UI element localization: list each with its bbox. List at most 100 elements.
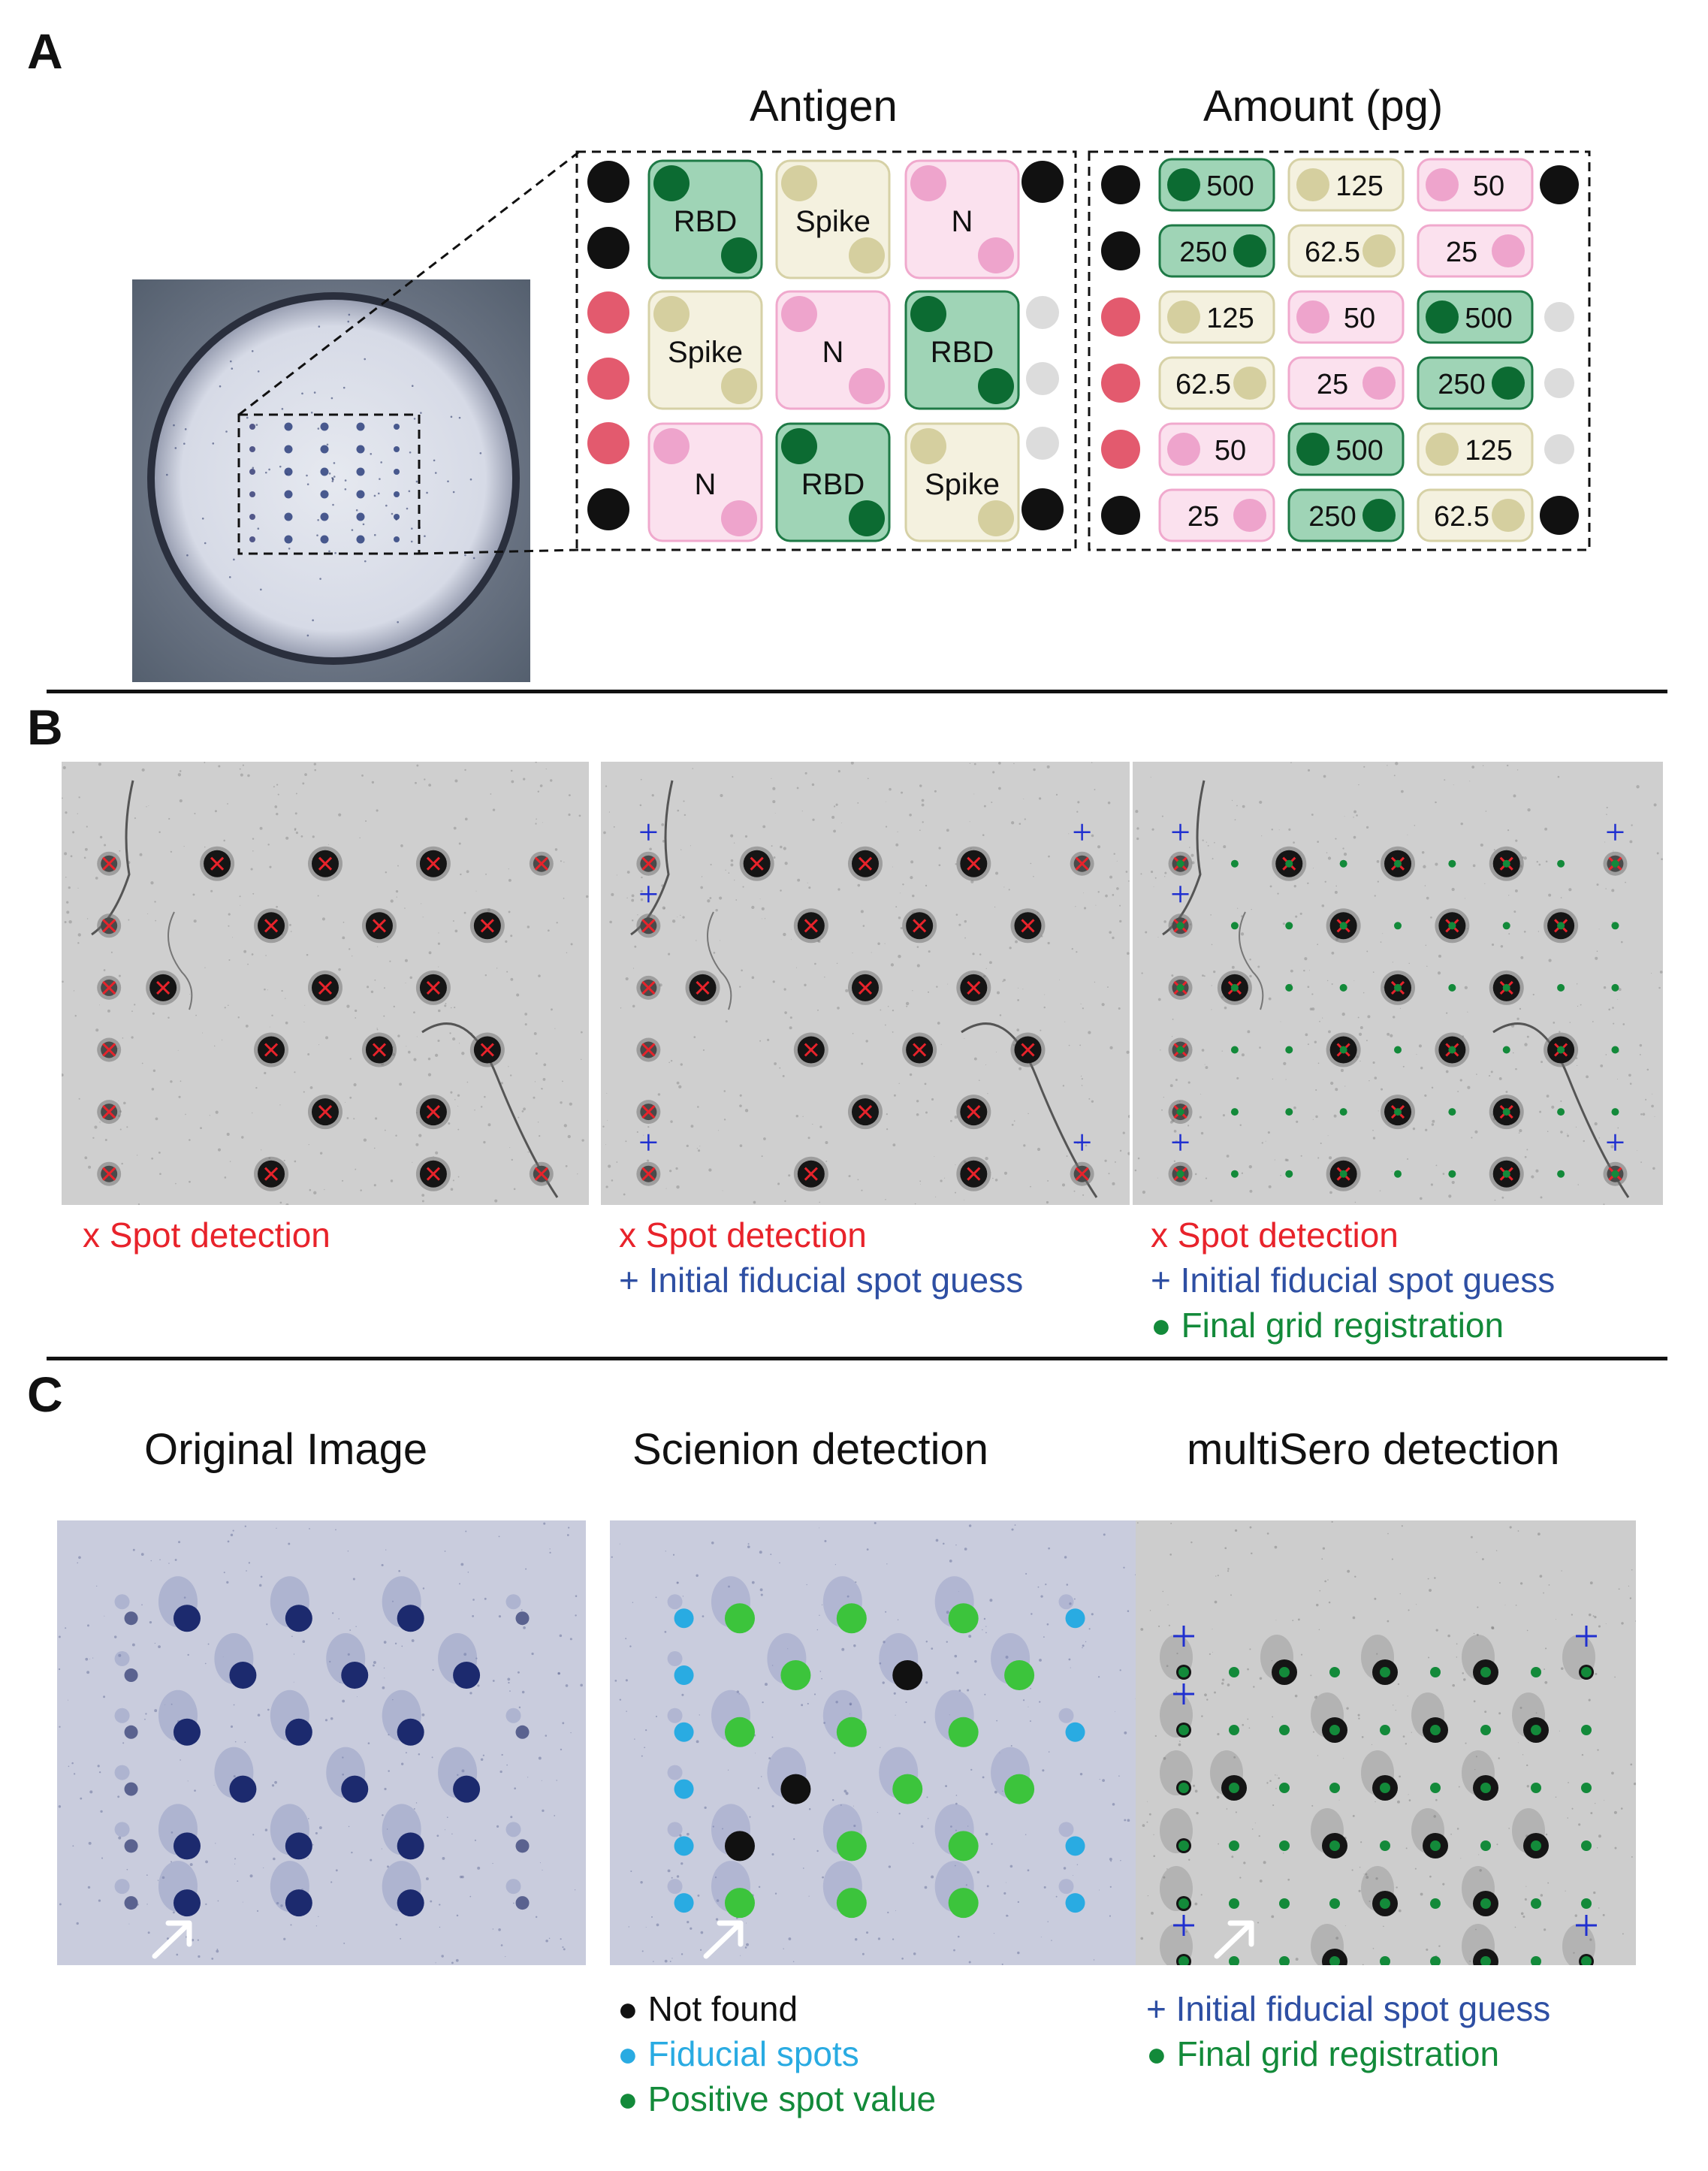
speck: [779, 1067, 780, 1069]
grid-point: [1480, 1783, 1491, 1793]
speck: [1589, 1614, 1592, 1617]
speck: [821, 1678, 822, 1680]
speck: [384, 1677, 385, 1678]
speck: [192, 893, 195, 895]
antigen-label: Spike: [668, 336, 743, 369]
speck: [283, 1938, 285, 1940]
legend-spot-detection: x Spot detection: [619, 1212, 1023, 1258]
speck: [96, 1586, 97, 1587]
speck: [1583, 1140, 1585, 1142]
speck: [1375, 895, 1376, 896]
speck: [730, 835, 733, 838]
speck: [522, 1110, 524, 1113]
speck: [428, 1058, 430, 1060]
speck: [252, 953, 254, 956]
speck: [1308, 986, 1310, 988]
speck: [1541, 1197, 1543, 1199]
speck: [1202, 974, 1204, 977]
speck: [543, 1078, 546, 1081]
speck: [998, 787, 1001, 790]
speck: [134, 1004, 135, 1005]
speck: [1353, 1815, 1355, 1817]
speck: [274, 1781, 277, 1784]
speck: [1269, 1185, 1272, 1188]
grid-point: [1448, 1046, 1456, 1054]
speck: [146, 1874, 148, 1876]
speck: [812, 784, 814, 786]
grid-point: [1430, 1783, 1441, 1793]
speck: [684, 814, 686, 816]
speck: [1599, 1137, 1600, 1138]
speck: [1269, 1780, 1272, 1783]
speck: [710, 897, 712, 899]
fiducial-spot: [674, 1893, 694, 1913]
speck: [519, 1707, 521, 1708]
speck: [857, 884, 860, 887]
speck: [808, 1137, 810, 1139]
speck: [1179, 1741, 1181, 1742]
speck: [989, 1599, 992, 1602]
speck: [917, 964, 920, 967]
amount-dot: [1426, 168, 1459, 201]
speck: [1206, 841, 1207, 842]
speck: [1519, 1008, 1521, 1010]
positive-spot: [837, 1717, 867, 1747]
speck: [1654, 803, 1657, 806]
speck: [632, 895, 635, 898]
speck: [454, 780, 457, 783]
speck: [501, 1754, 502, 1756]
positive-spot: [892, 1774, 922, 1804]
speck: [1217, 1733, 1219, 1735]
speck: [784, 1011, 787, 1014]
speck: [1546, 860, 1548, 862]
speck: [122, 1037, 124, 1039]
speck: [142, 1063, 143, 1064]
speck: [812, 1124, 813, 1125]
grid-point: [1329, 1667, 1340, 1677]
speck: [791, 939, 792, 940]
speck: [1112, 1803, 1115, 1806]
amount-dot: [1362, 499, 1396, 532]
fiducial-spot: [674, 1836, 694, 1855]
speck: [906, 1006, 907, 1007]
speck: [86, 1671, 89, 1674]
speck: [895, 1910, 896, 1911]
speck: [1310, 1674, 1311, 1676]
grid-point: [1581, 1898, 1592, 1909]
speck: [128, 1924, 129, 1925]
speck: [1151, 871, 1153, 873]
speck: [307, 635, 309, 637]
speck: [173, 1911, 175, 1913]
speck: [290, 1924, 291, 1925]
scienion-detection-image: [610, 1520, 1139, 1965]
grid-point: [1380, 1725, 1390, 1735]
spot-smear: [506, 1708, 521, 1723]
speck: [295, 812, 297, 814]
amount-value: 500: [1465, 303, 1512, 334]
speck: [188, 1780, 189, 1781]
speck: [1267, 1532, 1269, 1535]
speck: [1408, 1609, 1409, 1611]
speck: [198, 1940, 199, 1941]
image-background: [57, 1520, 586, 1965]
speck: [634, 1738, 635, 1739]
speck: [1631, 824, 1632, 826]
speck: [793, 1838, 795, 1840]
speck: [808, 886, 810, 889]
speck: [1000, 1014, 1001, 1016]
speck: [891, 963, 894, 966]
spot: [229, 1776, 256, 1803]
speck: [1423, 865, 1426, 868]
speck: [969, 1961, 971, 1963]
speck: [1492, 944, 1494, 946]
speck: [1495, 1200, 1496, 1201]
speck: [59, 1635, 61, 1638]
speck: [84, 1156, 87, 1159]
speck: [1323, 1547, 1325, 1550]
speck: [1213, 971, 1215, 973]
speck: [677, 1581, 679, 1584]
speck: [217, 1949, 219, 1950]
amount-value: 25: [1446, 237, 1477, 268]
speck: [1091, 1613, 1094, 1615]
speck: [1142, 972, 1143, 974]
